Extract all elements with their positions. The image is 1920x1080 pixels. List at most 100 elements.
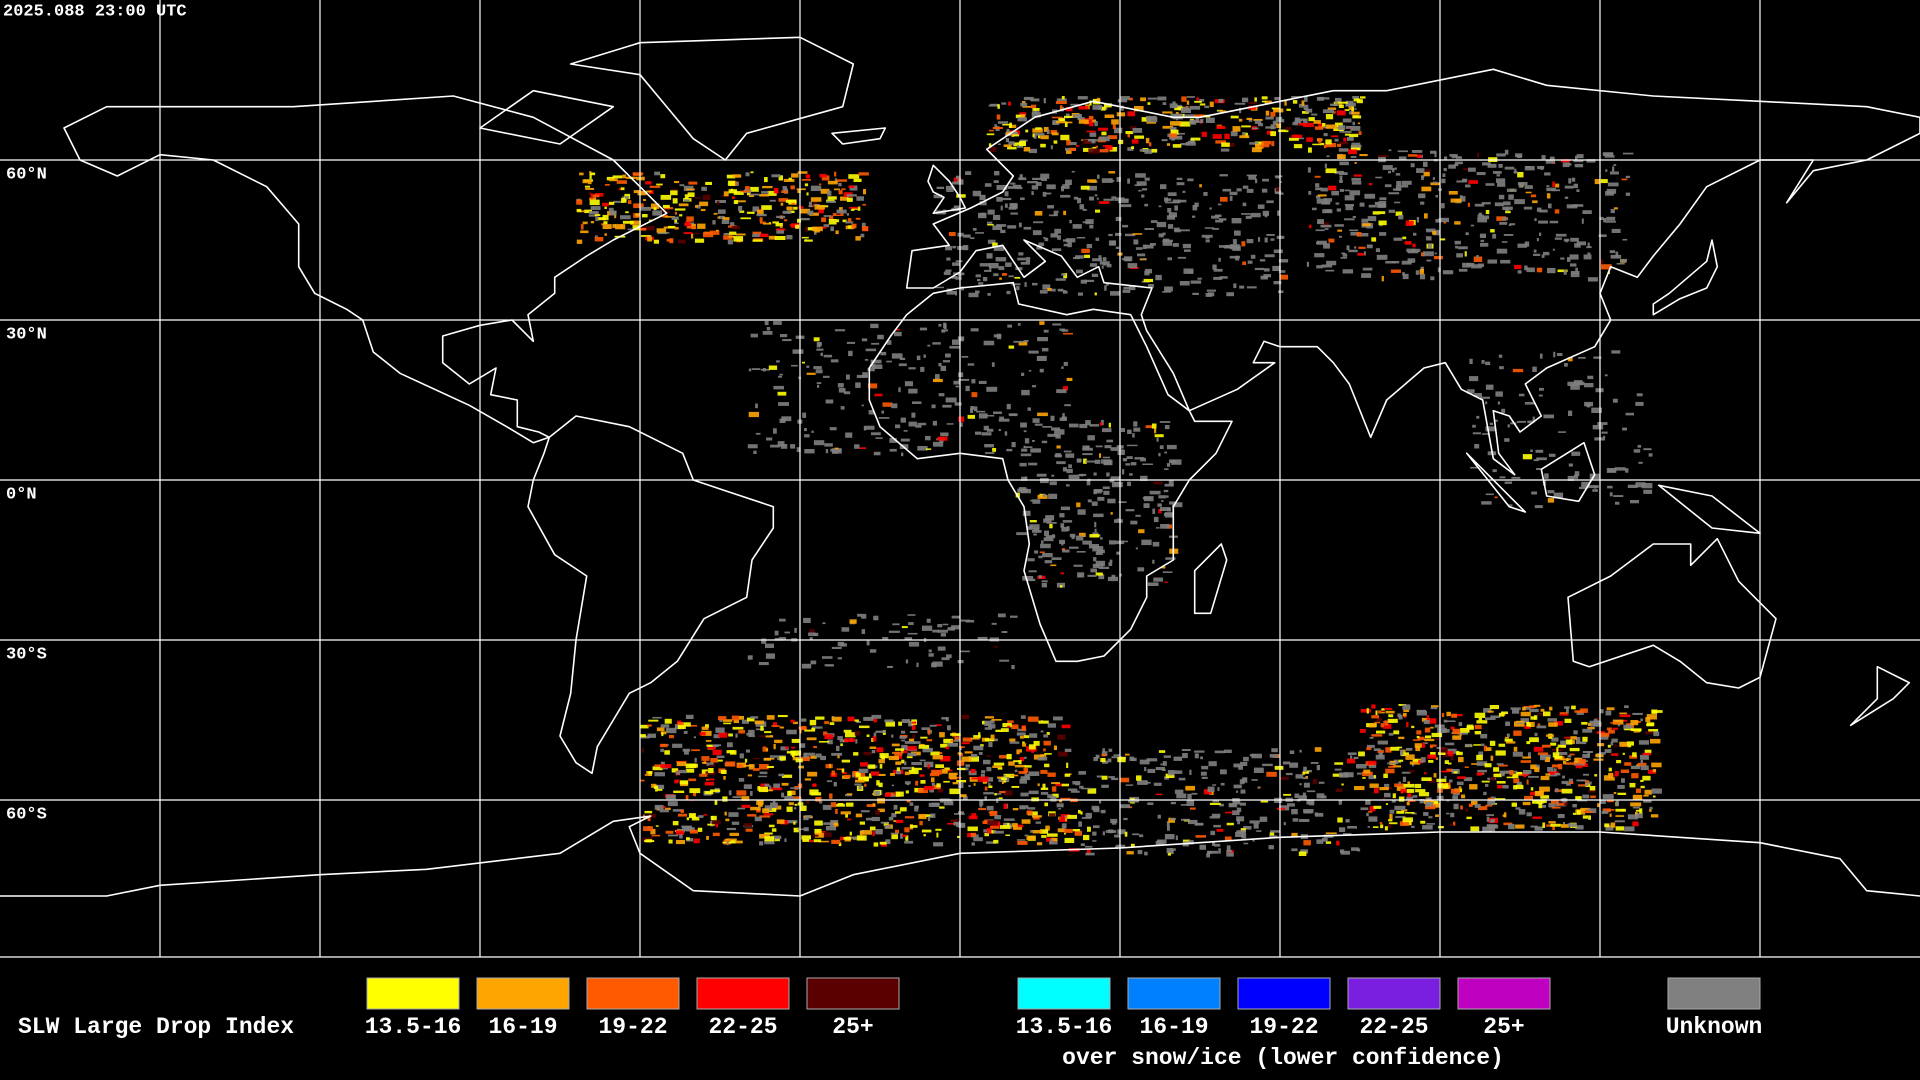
cloud-patch [821,217,827,223]
cloud-patch [705,740,712,742]
cloud-patch [1060,523,1065,528]
cloud-patch [1609,492,1613,497]
cloud-patch [949,345,961,349]
cloud-patch [1194,100,1202,103]
cloud-patch [662,806,666,809]
cloud-patch [1190,137,1201,141]
cloud-patch [1303,840,1311,846]
cloud-patch [1080,185,1090,190]
cloud-patch [769,755,778,758]
cloud-patch [584,209,592,214]
cloud-patch [1182,190,1186,193]
cloud-patch [689,788,701,794]
cloud-patch [1219,276,1228,279]
cloud-patch [799,743,806,748]
cloud-patch [805,174,811,179]
cloud-patch [831,752,843,756]
cloud-patch [1633,449,1641,453]
cloud-patch [1412,243,1416,248]
cloud-patch [1356,232,1362,237]
cloud-patch [1044,530,1049,536]
cloud-patch [1122,224,1129,228]
cloud-patch [1345,102,1356,107]
cloud-patch [1204,227,1215,229]
cloud-patch [1457,246,1468,250]
cloud-patch [1578,759,1586,765]
cloud-patch [813,783,817,787]
cloud-patch [1154,434,1164,438]
cloud-patch [1127,178,1130,184]
cloud-patch [934,286,944,289]
cloud-patch [1024,773,1030,778]
cloud-patch [1031,797,1039,802]
cloud-patch [1187,793,1192,800]
cloud-patch [1082,445,1090,450]
cloud-patch [1482,162,1491,166]
cloud-patch [1438,826,1444,829]
cloud-patch [1180,143,1190,146]
cloud-patch [1482,433,1490,435]
cloud-patch [804,434,810,438]
cloud-patch [1471,264,1482,269]
cloud-patch [1208,761,1217,767]
cloud-patch [1020,776,1031,781]
cloud-patch [1166,143,1170,146]
cloud-patch [1389,814,1393,820]
cloud-patch [748,411,759,418]
cloud-patch [1099,149,1109,153]
cloud-patch [714,800,718,805]
cloud-patch [1110,476,1121,480]
cloud-patch [1650,738,1661,744]
cloud-patch [802,839,810,842]
cloud-patch [1426,823,1435,825]
cloud-patch [1266,200,1274,204]
cloud-patch [1039,321,1045,325]
cloud-patch [1131,139,1139,144]
cloud-patch [1643,794,1649,797]
cloud-patch [589,199,600,206]
cloud-patch [1200,771,1207,776]
cloud-patch [1367,760,1377,765]
cloud-patch [1102,760,1108,764]
cloud-patch [1490,755,1494,761]
cloud-patch [726,838,737,841]
cloud-patch [1564,718,1572,723]
cloud-patch [1261,188,1268,193]
cloud-patch [918,788,928,794]
cloud-patch [576,199,583,205]
cloud-patch [1496,153,1506,157]
cloud-patch [703,814,708,816]
cloud-patch [1570,272,1580,278]
cloud-patch [1469,358,1473,364]
cloud-patch [809,212,819,216]
cloud-patch [1614,744,1617,748]
cloud-patch [959,422,963,427]
cloud-patch [1005,138,1010,143]
cloud-patch [903,750,908,754]
cloud-patch [674,779,679,784]
cloud-patch [1367,826,1370,828]
cloud-patch [837,383,844,388]
cloud-patch [1236,790,1239,793]
cloud-patch [1156,221,1167,228]
cloud-patch [921,625,933,631]
legend-label: 19-22 [598,1014,667,1040]
cloud-patch [801,726,807,731]
cloud-patch [1395,173,1401,176]
cloud-patch [1236,188,1242,192]
cloud-patch [1567,755,1572,758]
cloud-patch [1201,234,1213,238]
cloud-patch [888,630,900,633]
cloud-patch [1520,760,1531,763]
cloud-patch [1486,816,1490,822]
cloud-patch [579,172,584,176]
cloud-patch [1114,127,1123,134]
cloud-patch [1273,249,1283,253]
cloud-patch [1077,509,1086,515]
cloud-patch [759,735,765,738]
cloud-patch [677,722,684,727]
cloud-patch [1103,262,1106,266]
cloud-patch [1535,449,1544,453]
cloud-patch [752,239,763,242]
cloud-patch [804,778,812,781]
